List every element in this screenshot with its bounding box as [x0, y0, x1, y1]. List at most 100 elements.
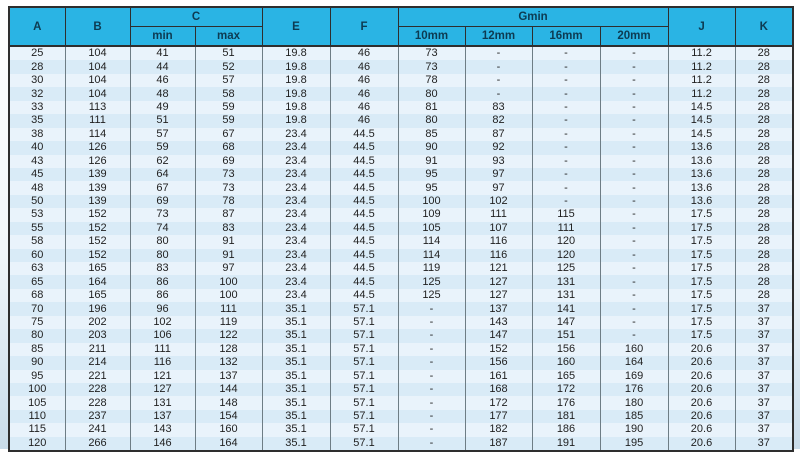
table-cell: 44.5	[329, 262, 399, 276]
table-cell: 97	[194, 262, 263, 276]
table-cell: -	[531, 100, 601, 115]
table-cell: 57.1	[329, 423, 399, 437]
table-cell: -	[599, 262, 669, 276]
table-cell: 131	[129, 396, 196, 410]
table-row: 100 228 127 144 35.1 57.1-168 172 176 20.6 37	[8, 382, 794, 397]
table-cell: 228	[64, 382, 131, 397]
table-cell: -	[464, 87, 533, 101]
table-cell: 80	[397, 114, 466, 128]
table-cell: 13.6	[667, 194, 736, 209]
table-cell: 30	[8, 73, 66, 88]
table-cell: 23.4	[261, 141, 331, 155]
table-cell: -	[599, 127, 669, 142]
table-cell: 203	[64, 329, 131, 343]
table-cell: 37	[734, 369, 794, 383]
table-cell: 52	[194, 60, 263, 74]
table-cell: -	[397, 423, 466, 437]
table-cell: 102	[464, 194, 533, 209]
table-cell: 115	[8, 423, 66, 437]
table-cell: 147	[464, 329, 533, 343]
table-cell: 28	[734, 194, 794, 209]
table-cell: 53	[8, 208, 66, 222]
table-cell: 119	[397, 262, 466, 276]
table-cell: 19.8	[261, 73, 331, 88]
table-cell: 17.5	[667, 302, 736, 316]
table-cell: 128	[194, 342, 263, 357]
table-cell: 241	[64, 423, 131, 437]
table-cell: 111	[464, 208, 533, 222]
table-cell: 45	[8, 167, 66, 182]
table-cell: 97	[464, 181, 533, 195]
table-cell: 104	[64, 87, 131, 101]
table-cell: 44.5	[329, 181, 399, 195]
table-cell: 78	[397, 73, 466, 88]
table-cell: 161	[464, 369, 533, 383]
table-cell: 55	[8, 221, 66, 236]
table-cell: 19.8	[261, 60, 331, 74]
table-cell: 46	[329, 73, 399, 88]
table-cell: 57.1	[329, 369, 399, 383]
table-cell: 97	[464, 167, 533, 182]
table-cell: 176	[599, 382, 669, 397]
table-row: 68 165 86 100 23.4 44.5 125 127 131-17.5 28	[8, 288, 794, 303]
table-cell: 91	[194, 248, 263, 262]
table-cell: 57.1	[329, 409, 399, 424]
table-cell: 68	[194, 141, 263, 155]
table-cell: 23.4	[261, 167, 331, 182]
table-cell: 152	[464, 342, 533, 357]
col-header-j: J	[667, 6, 736, 47]
table-cell: 37	[734, 315, 794, 330]
table-cell: 69	[129, 194, 196, 209]
table-cell: 43	[8, 154, 66, 168]
table-cell: 44.5	[329, 154, 399, 168]
table-cell: 139	[64, 181, 131, 195]
table-cell: 59	[194, 114, 263, 128]
table-cell: 73	[194, 167, 263, 182]
col-subheader-gmin-20mm: 20mm	[599, 26, 669, 47]
table-cell: 20.6	[667, 396, 736, 410]
table-cell: 37	[734, 382, 794, 397]
table-cell: -	[531, 60, 601, 74]
table-cell: 57.1	[329, 342, 399, 357]
table-cell: -	[599, 329, 669, 343]
table-cell: 11.2	[667, 73, 736, 88]
table-cell: 141	[531, 302, 601, 316]
table-cell: 35.1	[261, 369, 331, 383]
table-cell: 20.6	[667, 369, 736, 383]
table-cell: -	[531, 87, 601, 101]
col-subheader-gmin-16mm: 16mm	[531, 26, 601, 47]
table-cell: 28	[734, 275, 794, 289]
table-cell: -	[464, 46, 533, 61]
table-row: 65 164 86 100 23.4 44.5 125 127 131-17.5 28	[8, 275, 794, 289]
table-cell: 143	[464, 315, 533, 330]
table-cell: 46	[129, 73, 196, 88]
table-cell: 35.1	[261, 342, 331, 357]
header-row-groups: A B C E F Gmin J K	[8, 6, 794, 47]
table-cell: 63	[8, 262, 66, 276]
table-cell: 57.1	[329, 329, 399, 343]
table-cell: 11.2	[667, 46, 736, 61]
table-cell: 137	[464, 302, 533, 316]
table-cell: 127	[464, 275, 533, 289]
table-cell: 35.1	[261, 382, 331, 397]
table-cell: 28	[734, 208, 794, 222]
table-cell: 125	[397, 288, 466, 303]
table-row: 105 228 131 148 35.1 57.1-172 176 180 20.6 37	[8, 396, 794, 410]
table-cell: 50	[8, 194, 66, 209]
table-cell: -	[599, 114, 669, 128]
table-cell: 14.5	[667, 100, 736, 115]
table-cell: 44	[129, 60, 196, 74]
table-cell: 152	[64, 235, 131, 249]
table-cell: 114	[397, 235, 466, 249]
table-cell: 80	[129, 248, 196, 262]
table-cell: 131	[531, 275, 601, 289]
table-cell: 125	[531, 262, 601, 276]
table-cell: 221	[64, 369, 131, 383]
table-cell: 44.5	[329, 194, 399, 209]
table-cell: 73	[129, 208, 196, 222]
col-header-a: A	[8, 6, 66, 47]
col-header-f: F	[329, 6, 399, 47]
table-cell: 202	[64, 315, 131, 330]
table-cell: 28	[734, 46, 794, 61]
table-cell: 165	[64, 262, 131, 276]
